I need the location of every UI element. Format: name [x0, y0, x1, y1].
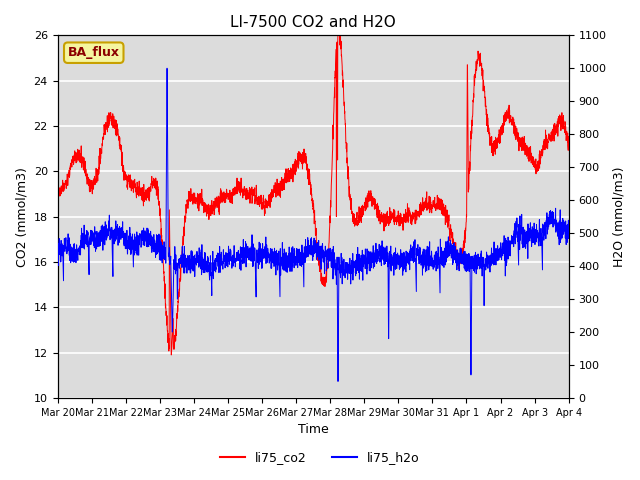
Y-axis label: H2O (mmol/m3): H2O (mmol/m3)	[612, 167, 625, 267]
Legend: li75_co2, li75_h2o: li75_co2, li75_h2o	[215, 446, 425, 469]
Y-axis label: CO2 (mmol/m3): CO2 (mmol/m3)	[15, 167, 28, 266]
Text: BA_flux: BA_flux	[68, 46, 120, 59]
Title: LI-7500 CO2 and H2O: LI-7500 CO2 and H2O	[230, 15, 396, 30]
X-axis label: Time: Time	[298, 423, 328, 436]
